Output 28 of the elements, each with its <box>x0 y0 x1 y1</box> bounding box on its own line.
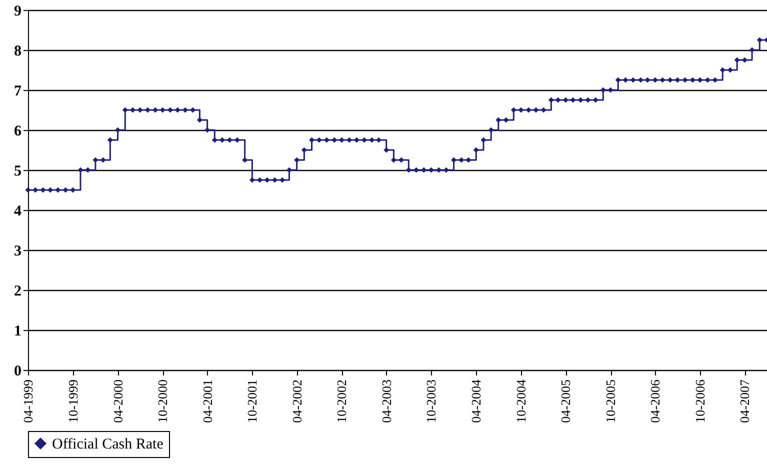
x-tick-label: 04-2003 <box>378 380 394 423</box>
x-tick-label: 10-2004 <box>513 379 528 423</box>
x-tick-label: 04-2006 <box>648 379 663 423</box>
y-tick-label: 1 <box>14 324 22 340</box>
y-tick-label: 4 <box>14 204 22 220</box>
legend-label: Official Cash Rate <box>52 436 164 452</box>
x-tick-label: 04-1999 <box>20 380 36 423</box>
x-tick-label: 10-2003 <box>424 380 439 423</box>
x-tick-label: 04-2005 <box>558 380 574 423</box>
y-tick-label: 9 <box>14 4 22 20</box>
y-tick-label: 3 <box>14 244 22 260</box>
x-tick-label: 10-2000 <box>155 380 170 423</box>
x-tick-label: 10-2001 <box>244 380 260 423</box>
x-tick-label: 10-1999 <box>65 380 80 423</box>
y-tick-label: 5 <box>14 164 22 180</box>
x-tick-label: 10-2006 <box>692 379 708 423</box>
x-tick-label: 04-2004 <box>468 379 484 423</box>
x-tick-label: 04-2000 <box>110 380 126 423</box>
x-tick-label: 10-2005 <box>603 380 618 423</box>
y-tick-label: 0 <box>14 364 22 380</box>
y-tick-label: 7 <box>14 84 22 100</box>
x-tick-label: 04-2007 <box>737 379 752 423</box>
y-tick-label: 8 <box>14 44 22 60</box>
x-tick-label: 10-2002 <box>334 380 350 423</box>
x-tick-label: 04-2001 <box>200 380 215 423</box>
y-tick-label: 6 <box>14 124 22 140</box>
x-tick-label: 04-2002 <box>289 380 304 423</box>
y-tick-label: 2 <box>14 284 22 300</box>
